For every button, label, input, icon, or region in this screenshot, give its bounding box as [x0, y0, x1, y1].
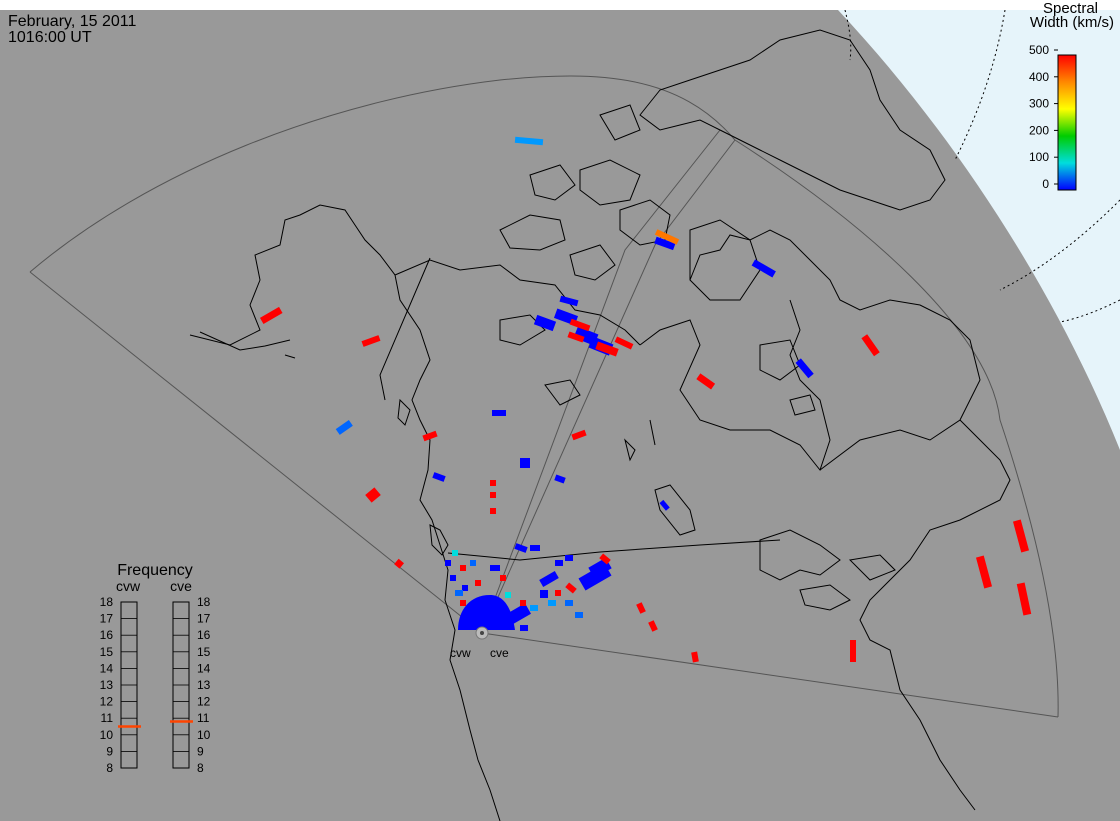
- latitude-circle-dotted: [844, 9, 852, 61]
- echoes-cyan: [452, 550, 511, 598]
- frequency-scale-label: 16: [197, 628, 211, 642]
- colorbar-tick-label: 300: [1029, 97, 1049, 111]
- colorbar-title-line2: Width (km/s): [1030, 14, 1114, 31]
- echoes-red: [259, 306, 1032, 663]
- colorbar: Spectral Width (km/s) 500 400 300 200 100 0: [1029, 0, 1114, 191]
- frequency-scale-label: 8: [197, 761, 204, 775]
- echoes-orange: [654, 229, 680, 245]
- fov-outline: [29, 75, 1059, 718]
- echoes-cyan-blue: [514, 136, 556, 611]
- frequency-scale-label: 10: [100, 728, 114, 742]
- radar-site-dot: [480, 631, 484, 635]
- echoes-light-blue: [335, 419, 583, 618]
- colorbar-tick-label: 0: [1042, 177, 1049, 191]
- frequency-scale-label: 15: [197, 645, 211, 659]
- latitude-circle-dotted: [1059, 299, 1120, 323]
- coastlines: [189, 29, 1011, 821]
- frequency-scale-label: 18: [100, 595, 114, 609]
- frequency-scale-label: 13: [197, 678, 211, 692]
- frequency-scale-label: 11: [197, 711, 210, 725]
- radar-label-cvw: cvw: [450, 646, 471, 660]
- frequency-scale-label: 13: [100, 678, 114, 692]
- frequency-scale-label: 8: [106, 761, 113, 775]
- colorbar-tick-label: 400: [1029, 70, 1049, 84]
- date-label: February, 15 2011: [8, 13, 136, 30]
- frequency-scale-label: 9: [106, 744, 113, 758]
- frequency-title: Frequency: [117, 562, 193, 579]
- frequency-scale-label: 15: [100, 645, 114, 659]
- colorbar-gradient: [1057, 54, 1077, 191]
- colorbar-tick-label: 200: [1029, 123, 1049, 137]
- frequency-scale-label: 14: [197, 661, 211, 675]
- latitude-circle-dotted: [954, 9, 1006, 161]
- frequency-scale-label: 12: [100, 695, 114, 709]
- frequency-scale-label: 17: [197, 612, 211, 626]
- radar-echoes: [259, 136, 1032, 663]
- frequency-scale-label: 10: [197, 728, 211, 742]
- radar-label-cve: cve: [490, 646, 509, 660]
- frequency-panel: Frequency cvw cve 18 18 17 17 16 16 15 15 14 14 13…: [100, 562, 211, 775]
- time-label: 1016:00 UT: [8, 29, 92, 46]
- frequency-scale-label: 17: [100, 612, 114, 626]
- radar-sites: cvw cve: [450, 626, 509, 660]
- frequency-scale-label: 14: [100, 661, 114, 675]
- top-strip: [0, 0, 1120, 10]
- colorbar-tick-label: 100: [1029, 150, 1049, 164]
- frequency-radar-cve: cve: [170, 578, 192, 594]
- colorbar-tick-label: 500: [1029, 43, 1049, 57]
- frequency-scale-label: 12: [197, 695, 211, 709]
- frequency-scale-label: 9: [197, 744, 204, 758]
- frequency-radar-cvw: cvw: [116, 578, 141, 594]
- frequency-scale-label: 11: [101, 711, 114, 725]
- frequency-scale-label: 18: [197, 595, 211, 609]
- colorbar-title-line1: Spectral: [1043, 0, 1098, 17]
- frequency-scale-label: 16: [100, 628, 114, 642]
- polar-region: [838, 10, 1120, 450]
